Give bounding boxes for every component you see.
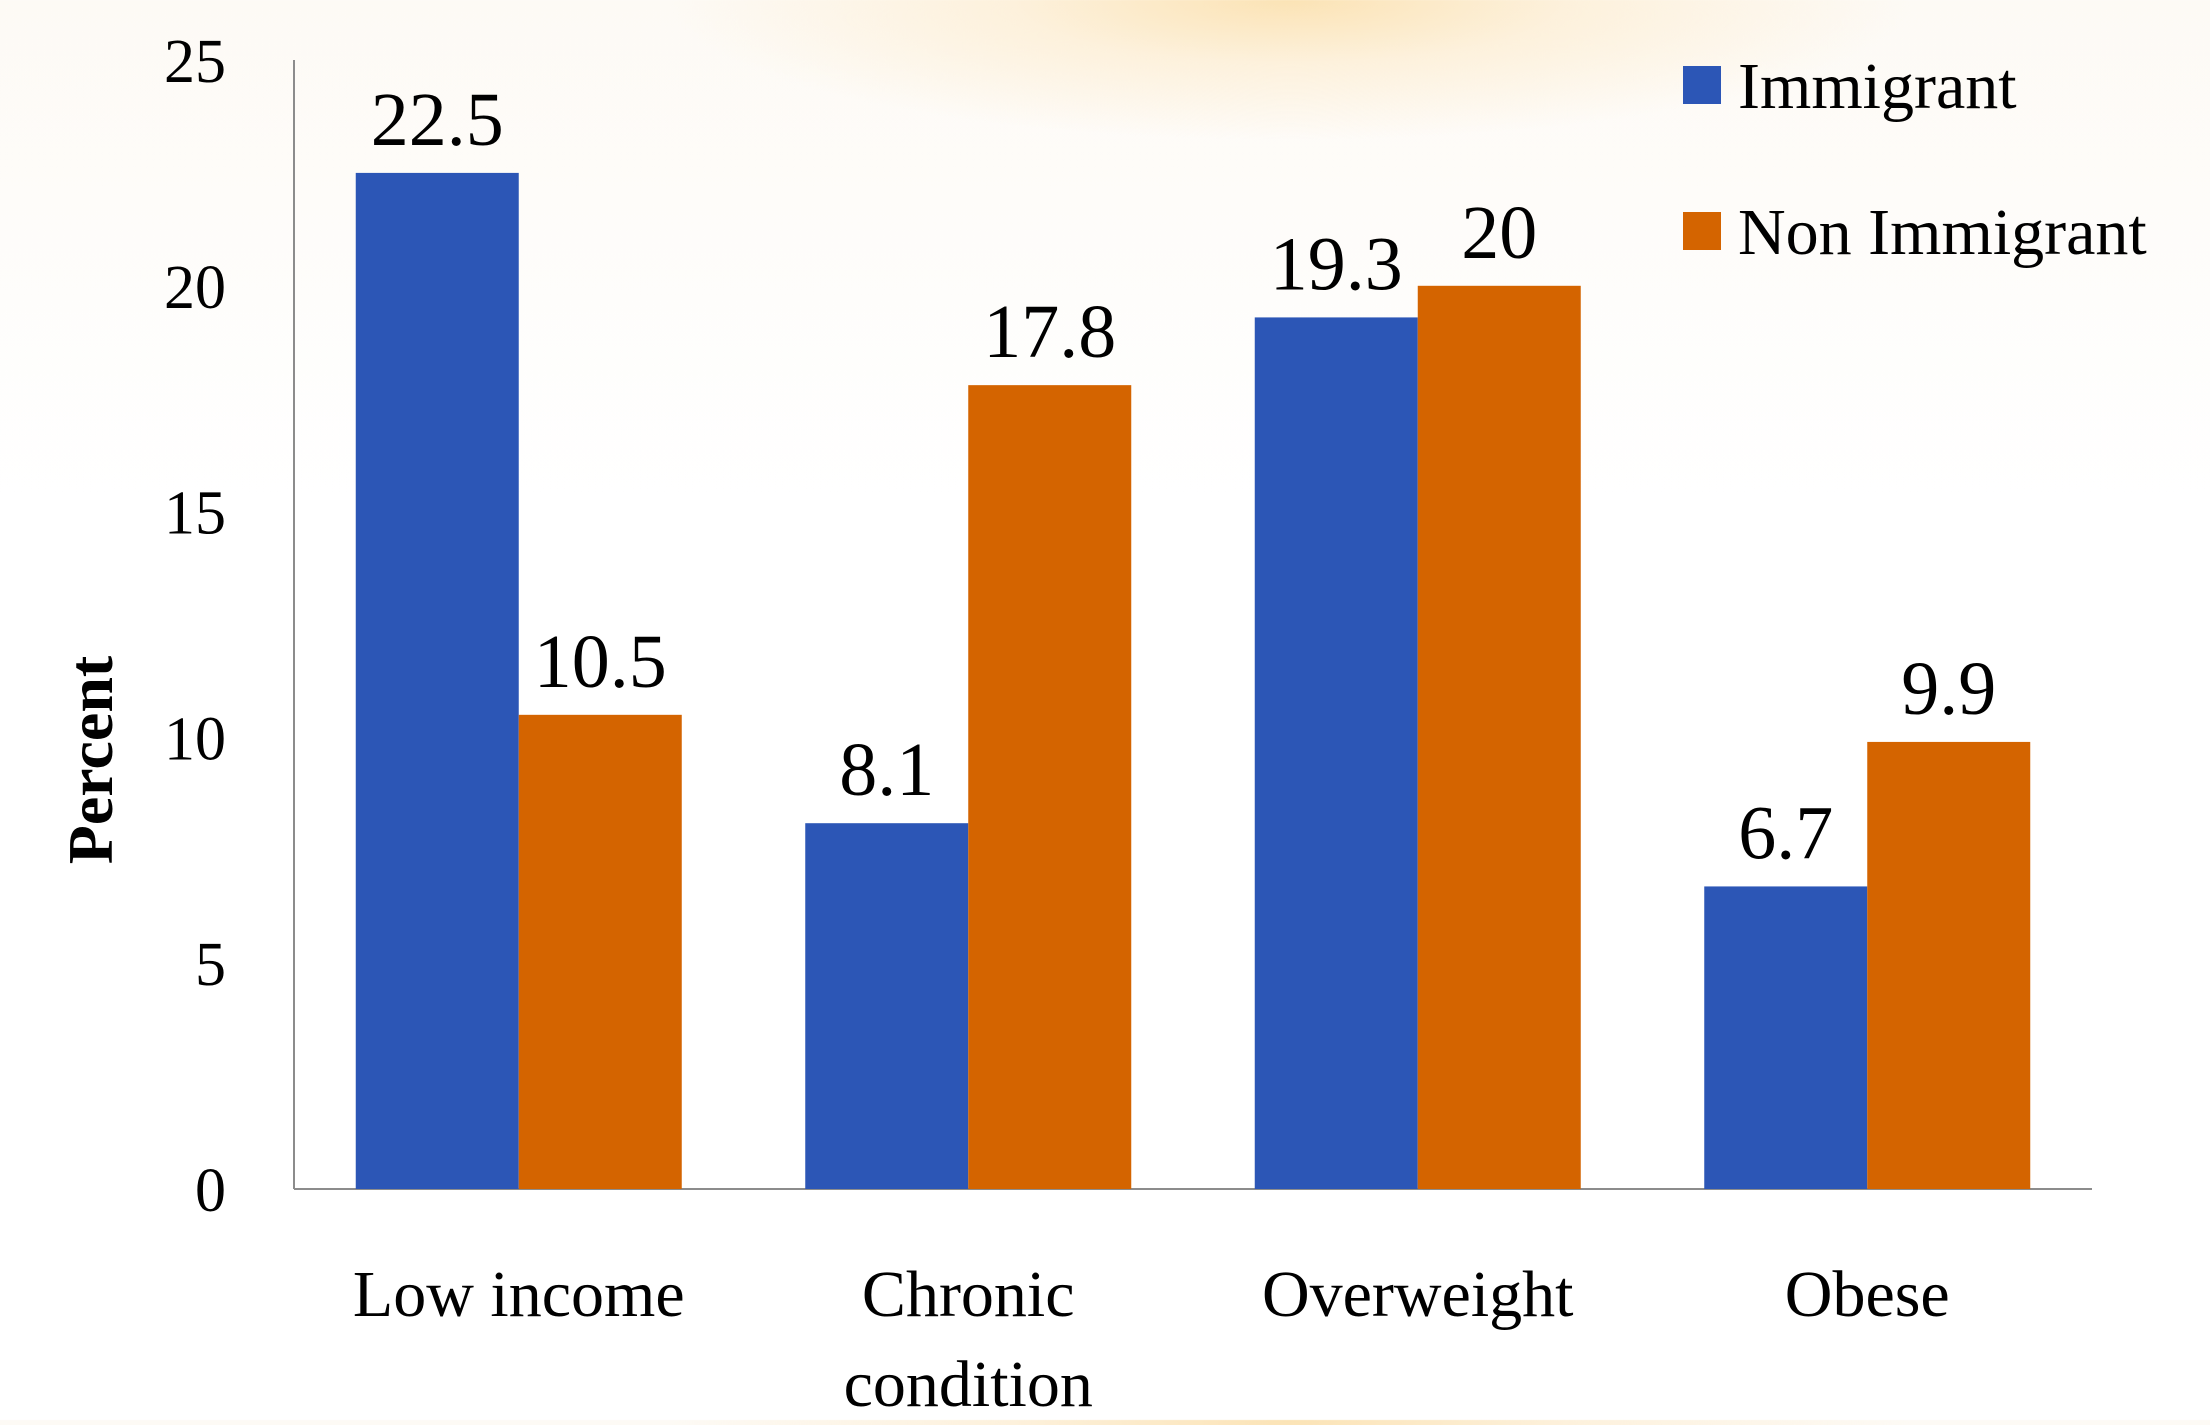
x-tick-label: Low income	[353, 1258, 685, 1331]
x-tick-label: Chronic	[862, 1258, 1075, 1331]
bar	[968, 385, 1132, 1190]
bar	[1867, 741, 2031, 1189]
bar-value-label: 22.5	[371, 78, 504, 162]
bar	[1254, 317, 1418, 1189]
y-tick-label: 10	[164, 705, 226, 773]
legend-label: Non Immigrant	[1738, 196, 2147, 269]
x-tick-label: condition	[844, 1348, 1093, 1420]
x-axis-tick-labels: Low income Chronic condition Overweight Obes…	[353, 1258, 1950, 1421]
bar-value-label: 9.9	[1901, 647, 1996, 731]
chart-data-labels: 22.5 10.5 8.1 17.8 19.3 20 6.7 9.9	[371, 78, 1997, 876]
bar-value-label: 8.1	[839, 728, 934, 812]
bar	[1704, 886, 1868, 1189]
x-tick-label: Obese	[1785, 1258, 1950, 1331]
x-tick-label: Overweight	[1262, 1258, 1574, 1331]
bar-value-label: 17.8	[983, 290, 1116, 374]
bar-value-label: 19.3	[1270, 222, 1403, 306]
bar	[355, 172, 519, 1189]
y-axis-label: Percent	[55, 655, 126, 864]
bar-value-label: 20	[1461, 191, 1537, 275]
bar	[1417, 285, 1581, 1189]
chart-legend: Immigrant Non Immigrant	[1683, 50, 2147, 269]
bar-value-label: 10.5	[534, 620, 667, 704]
y-tick-label: 25	[164, 28, 226, 96]
bar	[518, 714, 682, 1189]
y-tick-label: 5	[195, 931, 226, 999]
chart-bars	[355, 172, 2031, 1190]
bar-value-label: 6.7	[1738, 791, 1833, 875]
legend-swatch	[1683, 212, 1721, 250]
legend-label: Immigrant	[1738, 50, 2017, 123]
y-tick-label: 20	[164, 254, 226, 322]
legend-swatch	[1683, 66, 1721, 104]
bar	[805, 823, 969, 1189]
y-tick-label: 15	[164, 480, 226, 548]
y-axis-tick-labels: 0 5 10 15 20 25	[164, 28, 226, 1225]
y-tick-label: 0	[195, 1157, 226, 1225]
